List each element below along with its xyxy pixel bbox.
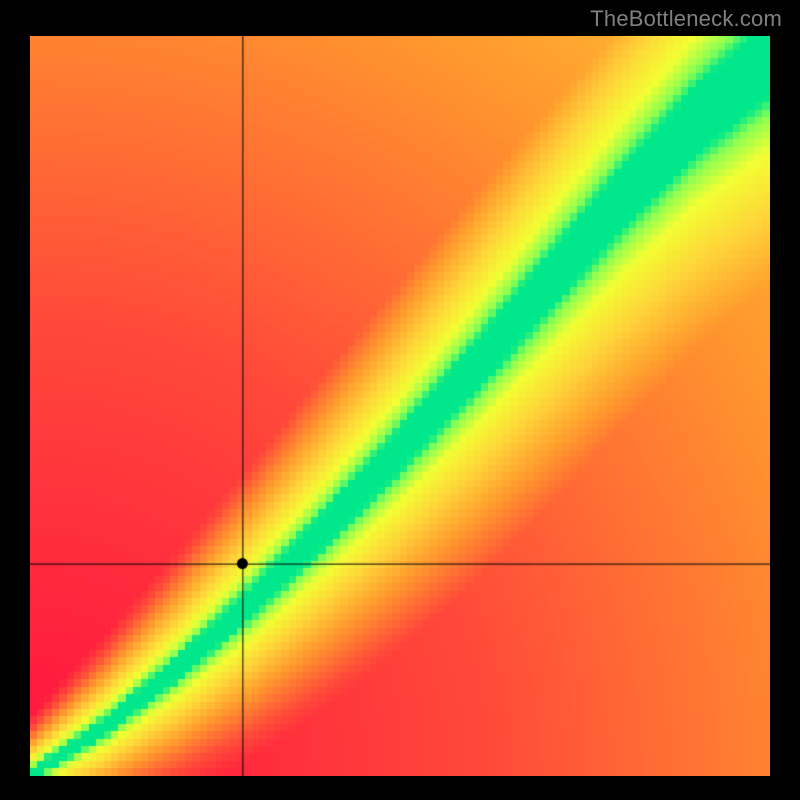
heatmap-canvas [30, 36, 770, 776]
bottleneck-heatmap [30, 36, 770, 776]
watermark-text: TheBottleneck.com [590, 6, 782, 32]
